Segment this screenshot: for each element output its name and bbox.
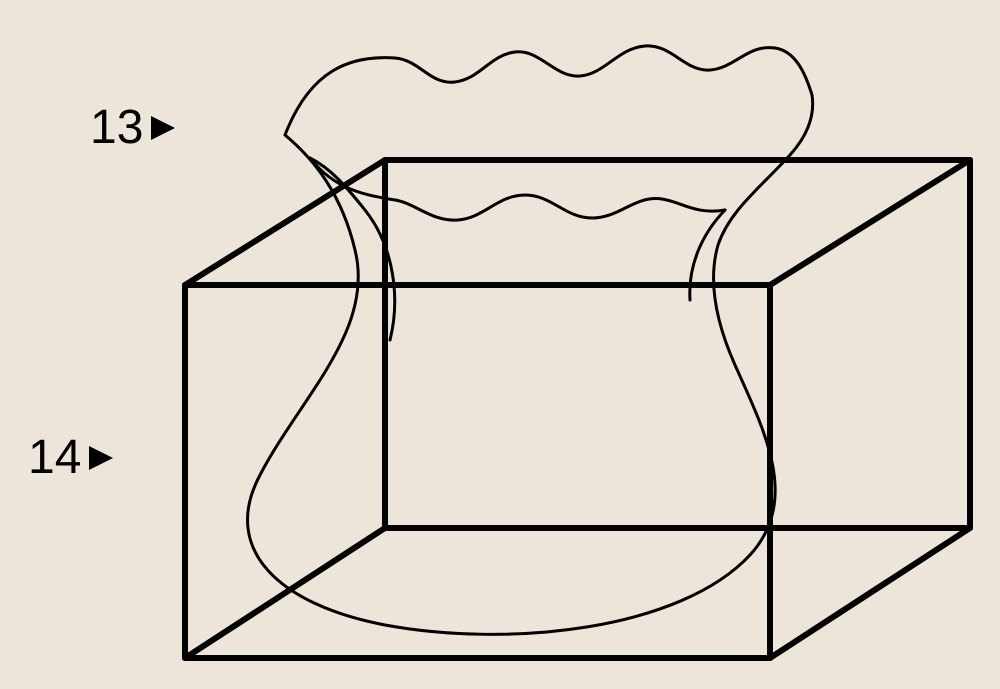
arrow-icon — [89, 446, 113, 470]
arrow-icon — [151, 116, 175, 140]
label-14-text: 14 — [28, 430, 81, 485]
label-13: 13 — [90, 100, 175, 155]
label-14: 14 — [28, 430, 113, 485]
label-13-text: 13 — [90, 100, 143, 155]
bag-outline — [248, 46, 813, 634]
